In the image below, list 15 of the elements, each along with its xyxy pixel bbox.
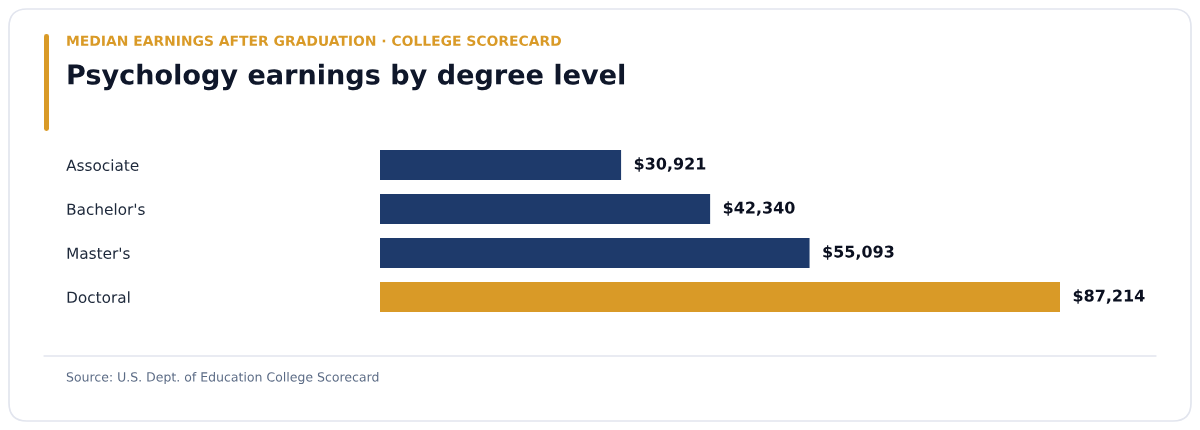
- bar: [380, 150, 622, 180]
- data-label: $55,093: [823, 245, 894, 260]
- source-note: Source: U.S. Dept. of Education College Scorecard: [66, 371, 379, 385]
- data-label: $42,340: [723, 201, 795, 216]
- y-tick-label: Bachelor's: [67, 203, 145, 216]
- chart-title: Psychology earnings by degree level: [68, 63, 625, 91]
- bar: [380, 282, 1060, 312]
- data-label: $87,214: [1073, 289, 1145, 304]
- y-tick-label: Doctoral: [67, 291, 130, 304]
- y-tick-label: Associate: [66, 159, 139, 172]
- data-label: $30,921: [634, 157, 706, 172]
- chart-subtitle: MEDIAN EARNINGS AFTER GRADUATION · COLLEGE SCORECARD: [67, 35, 561, 47]
- bar: [380, 238, 810, 268]
- bar: [380, 194, 711, 224]
- y-tick-label: Master's: [67, 247, 130, 260]
